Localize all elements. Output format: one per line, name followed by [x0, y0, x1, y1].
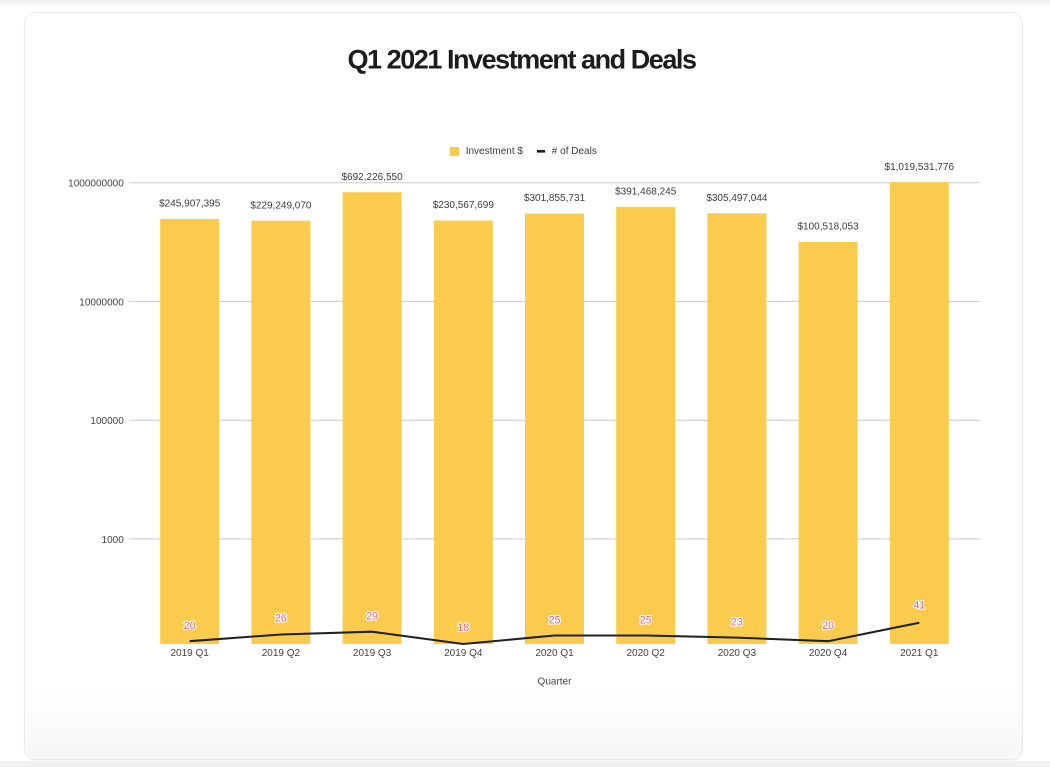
- svg-text:$229,249,070: $229,249,070: [250, 200, 312, 211]
- svg-text:20: 20: [822, 620, 834, 632]
- svg-text:25: 25: [549, 615, 561, 627]
- svg-text:18: 18: [457, 622, 469, 634]
- svg-text:2019 Q1: 2019 Q1: [171, 648, 210, 659]
- svg-text:2020 Q1: 2020 Q1: [535, 648, 574, 659]
- svg-text:29: 29: [366, 611, 378, 623]
- svg-text:25: 25: [640, 615, 652, 627]
- svg-text:$230,567,699: $230,567,699: [433, 200, 495, 211]
- svg-text:Investment $: Investment $: [466, 146, 524, 157]
- svg-text:$1,019,531,776: $1,019,531,776: [885, 162, 955, 173]
- svg-text:Q1 2021 Investment and Deals: Q1 2021 Investment and Deals: [347, 45, 696, 75]
- svg-text:2019 Q2: 2019 Q2: [262, 648, 301, 659]
- svg-text:2020 Q2: 2020 Q2: [627, 648, 666, 659]
- svg-text:23: 23: [731, 617, 743, 629]
- svg-text:$301,855,731: $301,855,731: [524, 193, 586, 204]
- svg-text:2019 Q4: 2019 Q4: [444, 648, 483, 659]
- svg-text:$100,518,053: $100,518,053: [798, 222, 860, 233]
- svg-text:2021 Q1: 2021 Q1: [900, 648, 939, 659]
- svg-text:$305,497,044: $305,497,044: [706, 193, 768, 204]
- svg-text:2020 Q4: 2020 Q4: [809, 648, 848, 659]
- svg-text:2019 Q3: 2019 Q3: [353, 648, 392, 659]
- svg-text:41: 41: [913, 600, 925, 612]
- svg-text:$245,907,395: $245,907,395: [159, 199, 221, 210]
- svg-text:1000: 1000: [102, 535, 125, 546]
- svg-text:1000000000: 1000000000: [68, 179, 124, 190]
- svg-text:2020 Q3: 2020 Q3: [718, 648, 757, 659]
- svg-text:26: 26: [275, 613, 287, 625]
- svg-text:20: 20: [184, 620, 196, 632]
- svg-text:$391,468,245: $391,468,245: [615, 187, 677, 198]
- svg-text:$692,226,550: $692,226,550: [342, 172, 404, 183]
- svg-text:Quarter: Quarter: [538, 676, 573, 687]
- svg-text:# of Deals: # of Deals: [552, 146, 597, 157]
- svg-text:100000: 100000: [90, 416, 124, 427]
- svg-text:10000000: 10000000: [79, 297, 124, 308]
